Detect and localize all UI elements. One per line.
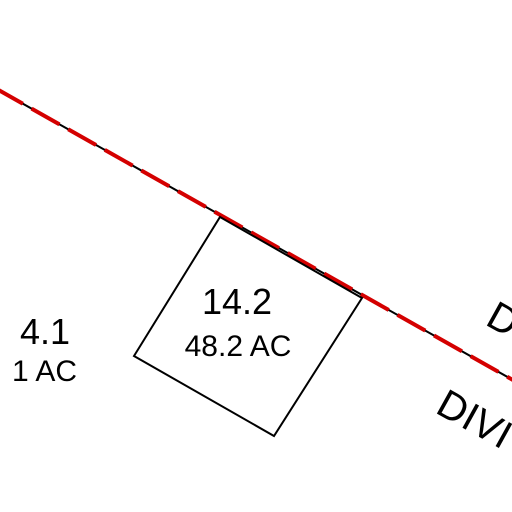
boundary-line <box>0 88 512 382</box>
parcel-acreage-label: 48.2 AC <box>185 330 292 363</box>
boundary-red-dash <box>0 88 512 382</box>
parcel-acreage-label: 1 AC <box>12 355 77 388</box>
parcel-number-label: 4.1 <box>20 311 70 352</box>
parcel-number-label: 14.2 <box>202 281 272 322</box>
parcel-14-2-outline[interactable] <box>132 215 364 438</box>
